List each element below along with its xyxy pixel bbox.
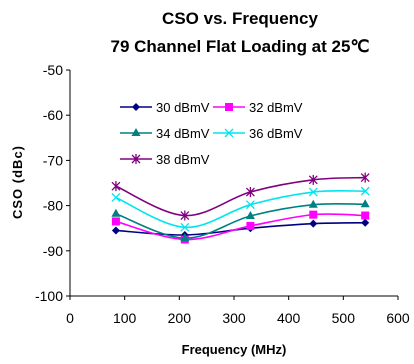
data-point (111, 193, 121, 202)
legend: 30 dBmV 32 dBmV 34 dBmV 36 dBmV 38 dBmV (120, 100, 303, 167)
data-point (308, 174, 318, 185)
legend-item: 30 dBmV (120, 100, 210, 115)
series-3 (111, 199, 370, 242)
data-point (111, 208, 121, 217)
data-point (309, 219, 318, 228)
legend-label: 38 dBmV (156, 152, 210, 167)
legend-item: 36 dBmV (213, 126, 303, 141)
data-point (361, 218, 370, 227)
x-tick-label: 600 (386, 310, 410, 326)
series-5 (111, 172, 370, 221)
y-axis-label: CSO (dBc) (10, 145, 25, 219)
y-tick-label: -90 (43, 243, 63, 259)
data-point (360, 199, 370, 208)
data-point (111, 226, 120, 235)
legend-item: 38 dBmV (120, 152, 210, 167)
data-point (308, 199, 318, 208)
data-point (180, 210, 190, 221)
series-4 (111, 186, 370, 232)
legend-label: 30 dBmV (156, 100, 210, 115)
data-point (180, 233, 190, 242)
data-point (245, 210, 255, 219)
x-axis-label: Frequency (MHz) (182, 342, 287, 357)
data-point (246, 221, 255, 230)
legend-marker (131, 154, 141, 164)
y-tick-label: -70 (43, 152, 63, 168)
data-point (245, 200, 255, 210)
legend-item: 32 dBmV (213, 100, 303, 115)
legend-marker (224, 128, 234, 138)
x-tick-label: 100 (113, 310, 137, 326)
legend-item: 34 dBmV (120, 126, 210, 141)
x-tick-label: 500 (332, 310, 356, 326)
data-point (361, 211, 370, 220)
data-point (180, 222, 190, 232)
data-point (360, 172, 370, 183)
series-layer (111, 172, 370, 244)
legend-label: 32 dBmV (249, 100, 303, 115)
legend-label: 36 dBmV (249, 126, 303, 141)
data-point (245, 187, 255, 198)
legend-marker (132, 103, 140, 111)
series-line (115, 176, 366, 217)
y-tick-label: -100 (35, 288, 63, 304)
x-tick-label: 400 (277, 310, 301, 326)
y-tick-label: -60 (43, 107, 63, 123)
legend-marker (225, 103, 233, 111)
data-point (308, 187, 318, 197)
y-tick-label: -50 (43, 62, 63, 78)
data-point (360, 186, 370, 196)
x-tick-label: 0 (66, 310, 74, 326)
x-tick-label: 200 (168, 310, 192, 326)
chart-subtitle: 79 Channel Flat Loading at 25℃ (110, 37, 369, 56)
legend-marker (131, 128, 141, 136)
data-point (111, 217, 120, 226)
x-tick-label: 300 (222, 310, 246, 326)
chart-title: CSO vs. Frequency (162, 9, 318, 28)
data-point (309, 210, 318, 219)
data-point (111, 181, 121, 192)
legend-label: 34 dBmV (156, 126, 210, 141)
y-tick-label: -80 (43, 198, 63, 214)
